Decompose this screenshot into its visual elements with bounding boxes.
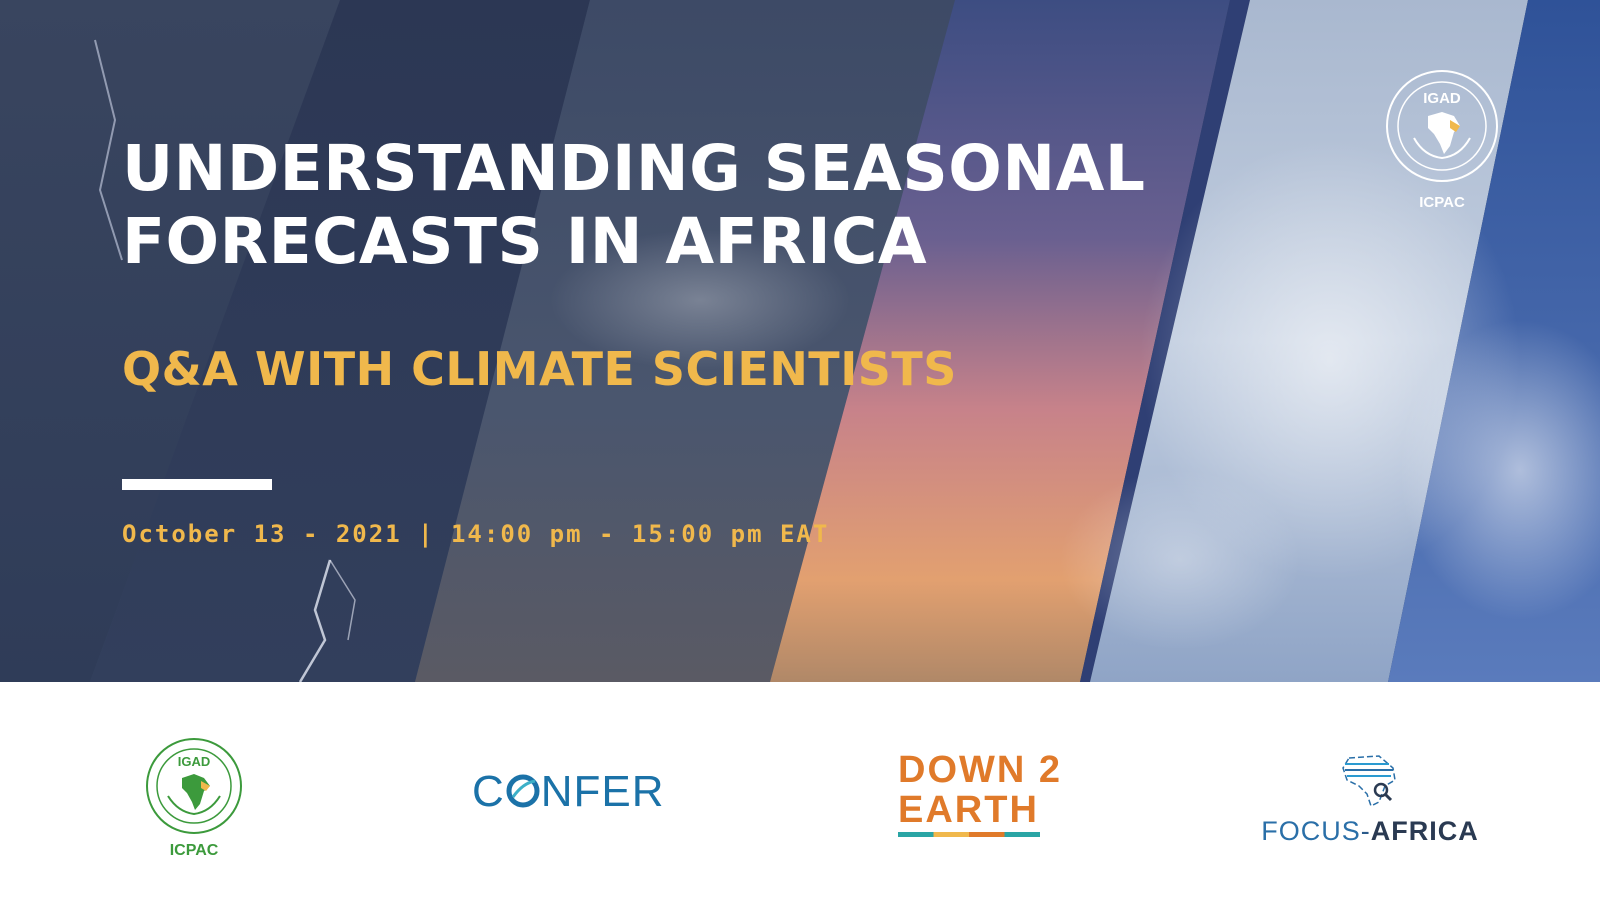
confer-suffix: NFER: [540, 767, 665, 816]
igad-icpac-logo: IGAD ICPAC: [144, 736, 244, 860]
title-line-2: FORECASTS IN AFRICA: [122, 205, 928, 278]
icpac-label-top: ICPAC: [1419, 194, 1465, 211]
down2earth-line-1: DOWN 2: [898, 749, 1062, 791]
svg-text:IGAD: IGAD: [178, 754, 211, 769]
focus-africa-logo: FOCUS-AFRICA: [1254, 752, 1486, 845]
igad-emblem-icon: IGAD: [1386, 70, 1498, 182]
hero-banner: IGAD ICPAC UNDERSTANDING SEASONAL FORECA…: [0, 0, 1600, 682]
magnifier-icon: [1373, 782, 1389, 798]
focus-word: FOCUS: [1261, 816, 1361, 846]
confer-prefix: C: [472, 767, 505, 816]
africa-map-icon: [1342, 755, 1396, 808]
down2earth-line-2: EARTH: [898, 789, 1039, 831]
event-datetime: October 13 - 2021 | 14:00 pm - 15:00 pm …: [122, 520, 830, 548]
sky-background: [0, 0, 1600, 682]
africa-word: AFRICA: [1370, 816, 1479, 846]
igad-emblem-icon: IGAD: [146, 738, 242, 834]
focus-africa-wordmark: FOCUS-AFRICA: [1254, 818, 1486, 845]
svg-text:IGAD: IGAD: [1423, 90, 1461, 107]
divider-rule: [122, 479, 272, 490]
icpac-label: ICPAC: [169, 842, 219, 859]
confer-o-icon: [506, 774, 540, 808]
event-title: UNDERSTANDING SEASONAL FORECASTS IN AFRI…: [122, 132, 1222, 278]
confer-logo: C NFER: [472, 770, 665, 814]
down2earth-underline: [898, 832, 1040, 837]
igad-icpac-logo-top: IGAD ICPAC: [1384, 68, 1500, 211]
partner-logos-bar: IGAD ICPAC C NFER DOWN 2 EARTH FOCUS-AFRI…: [0, 682, 1600, 900]
focus-dash: -: [1360, 816, 1371, 846]
event-subtitle: Q&A WITH CLIMATE SCIENTISTS: [122, 342, 957, 396]
down2earth-logo: DOWN 2 EARTH: [898, 749, 1062, 837]
title-line-1: UNDERSTANDING SEASONAL: [122, 132, 1146, 205]
